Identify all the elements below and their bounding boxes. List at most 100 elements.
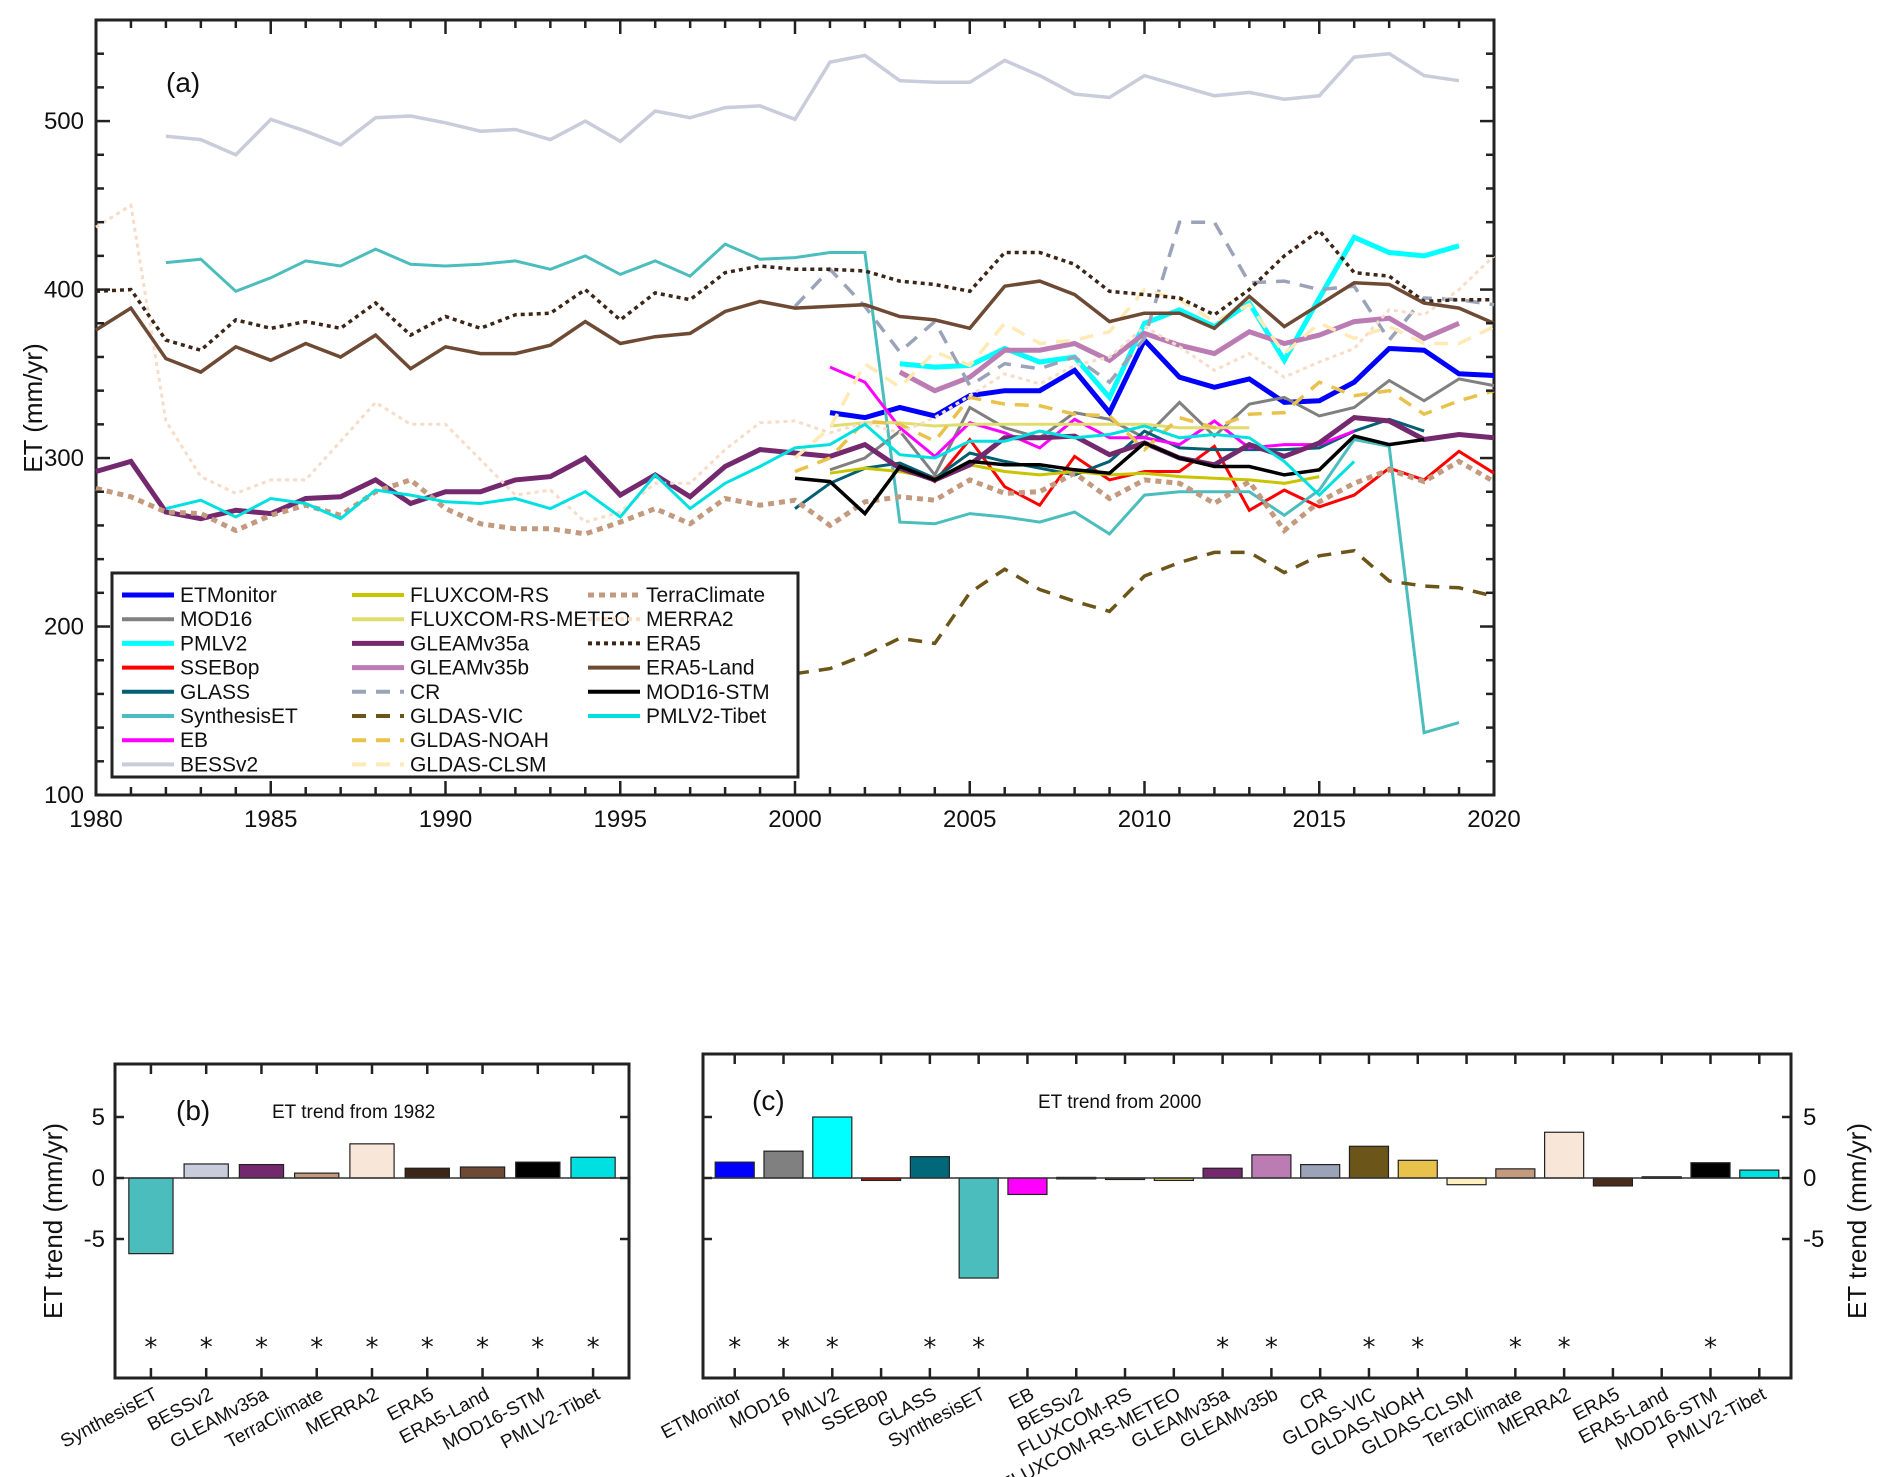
significance-marker: * <box>421 1333 434 1363</box>
bar-pmlv2-tibet <box>1739 1169 1780 1179</box>
legend-box <box>110 571 800 779</box>
legend-label-ssebop: SSEBop <box>180 657 259 680</box>
bar-era5-land <box>459 1166 506 1179</box>
bar-bessv2 <box>183 1163 229 1179</box>
bar-terraclimate <box>1495 1168 1536 1179</box>
significance-marker: * <box>310 1333 323 1363</box>
panel-a-y-axis-title: ET (mm/yr) <box>18 343 48 473</box>
significance-marker: * <box>826 1333 839 1363</box>
panel-c-label: (c) <box>752 1085 785 1116</box>
bar-gldas-vic <box>1348 1145 1390 1179</box>
y-tick-label: -5 <box>84 1226 105 1253</box>
series-line-cr <box>793 220 1495 389</box>
legend-label-etmonitor: ETMonitor <box>180 584 277 607</box>
panel-a-label: (a) <box>166 67 200 98</box>
y-tick-label: 0 <box>1803 1165 1816 1192</box>
x-tick-label: 1980 <box>69 806 122 833</box>
panel-c-title: ET trend from 2000 <box>1038 1092 1201 1113</box>
bar-pmlv2 <box>812 1116 853 1179</box>
series-line-pmlv2-tibet <box>165 422 1356 521</box>
x-tick-label: 2015 <box>1293 806 1346 833</box>
significance-marker: * <box>587 1333 600 1363</box>
legend-label-cr: CR <box>410 681 440 704</box>
bar-cr <box>1300 1163 1341 1179</box>
x-tick-label: 2010 <box>1118 806 1171 833</box>
panel-b-title: ET trend from 1982 <box>272 1102 435 1123</box>
significance-marker: * <box>777 1333 790 1363</box>
legend-label-fluxcom-rs-meteo: FLUXCOM-RS-METEO <box>410 608 631 631</box>
y-tick-label: 500 <box>44 108 84 135</box>
series-line-mod16 <box>829 377 1495 478</box>
series-line-era5-land <box>95 279 1495 375</box>
legend-label-era5-land: ERA5-Land <box>646 657 755 680</box>
significance-marker: * <box>255 1333 268 1363</box>
series-line-merra2 <box>95 202 1496 524</box>
legend-label-merra2: MERRA2 <box>646 608 734 631</box>
significance-marker: * <box>923 1333 936 1363</box>
panel-a-axes: 1980 1985 1990 1995 2000 2005 2010 2015 2020 100 2… <box>44 18 1521 833</box>
legend-label-terraclimate: TerraClimate <box>646 584 765 607</box>
bar-pmlv2-tibet <box>570 1156 616 1179</box>
significance-marker: * <box>200 1333 213 1363</box>
series-line-glass <box>794 417 1425 510</box>
bar-synthesiset <box>958 1177 999 1279</box>
bar-glass <box>909 1156 950 1179</box>
significance-marker: * <box>1265 1333 1278 1363</box>
series-line-terraclimate <box>95 458 1496 537</box>
panel-b-bars <box>128 1143 616 1255</box>
legend-label-gldas-clsm: GLDAS-CLSM <box>410 753 547 776</box>
legend-label-mod16: MOD16 <box>180 608 252 631</box>
panel-a-legend: ETMonitorMOD16PMLV2SSEBopGLASSSynthesisE… <box>110 571 800 779</box>
series-line-pmlv2 <box>899 234 1460 402</box>
x-tick-label: 2020 <box>1467 806 1520 833</box>
series-line-gleamv35a <box>95 415 1495 522</box>
legend-label-fluxcom-rs: FLUXCOM-RS <box>410 584 549 607</box>
y-tick-label: 200 <box>44 614 84 641</box>
significance-marker: * <box>531 1333 544 1363</box>
significance-marker: * <box>1558 1333 1571 1363</box>
legend-label-gleamv35b: GLEAMv35b <box>410 657 529 680</box>
y-tick-label: 5 <box>1803 1104 1816 1131</box>
series-line-era5 <box>95 228 1494 353</box>
bar-era5 <box>1592 1177 1634 1187</box>
legend-label-gldas-vic: GLDAS-VIC <box>410 705 523 728</box>
x-tick-label: 2005 <box>943 806 996 833</box>
panel-a-series <box>95 51 1496 735</box>
y-tick-label: 400 <box>44 277 84 304</box>
series-line-gldas-noah <box>794 380 1495 474</box>
legend-label-bessv2: BESSv2 <box>180 753 258 776</box>
series-line-mod16-stm <box>794 434 1425 517</box>
significance-marker: * <box>1704 1333 1717 1363</box>
series-line-gldas-vic <box>794 548 1495 676</box>
y-tick-label: 300 <box>44 445 84 472</box>
y-tick-label: 0 <box>92 1165 105 1192</box>
series-line-eb <box>829 365 1355 459</box>
bar-mod16-stm <box>1690 1162 1731 1179</box>
y-tick-label: -5 <box>1803 1226 1824 1253</box>
series-line-fluxcom-rs-meteo <box>829 421 1250 430</box>
legend-label-mod16-stm: MOD16-STM <box>646 681 770 704</box>
series-line-synthesiset <box>165 242 1460 735</box>
panel-c-frame <box>701 1052 1793 1380</box>
panel-b-bar-chart: *SynthesisET*BESSv2*GLEAMv35a*TerraClima… <box>38 1062 631 1455</box>
bar-merra2 <box>349 1143 395 1179</box>
series-line-bessv2 <box>165 51 1460 157</box>
significance-marker: * <box>476 1333 489 1363</box>
bar-gldas-clsm <box>1446 1177 1487 1186</box>
panel-c-bars <box>714 1116 1780 1279</box>
panel-c-bar-chart: *ETMonitor*MOD16*PMLV2SSEBop*GLASS*Synth… <box>658 1052 1872 1477</box>
bar-era5 <box>404 1167 450 1179</box>
legend-label-synthesiset: SynthesisET <box>180 705 298 728</box>
significance-marker: * <box>144 1333 157 1363</box>
significance-marker: * <box>728 1333 741 1363</box>
bar-eb <box>1007 1177 1048 1196</box>
bar-gleamv35b <box>1251 1154 1292 1179</box>
panel-c-y-axis-title: ET trend (mm/yr) <box>1842 1123 1872 1319</box>
legend-label-pmlv2-tibet: PMLV2-Tibet <box>646 705 766 728</box>
legend-label-gldas-noah: GLDAS-NOAH <box>410 729 549 752</box>
bar-merra2 <box>1544 1131 1585 1179</box>
bar-gldas-noah <box>1397 1159 1438 1179</box>
significance-marker: * <box>1216 1333 1229 1363</box>
x-tick-label: 1995 <box>594 806 647 833</box>
